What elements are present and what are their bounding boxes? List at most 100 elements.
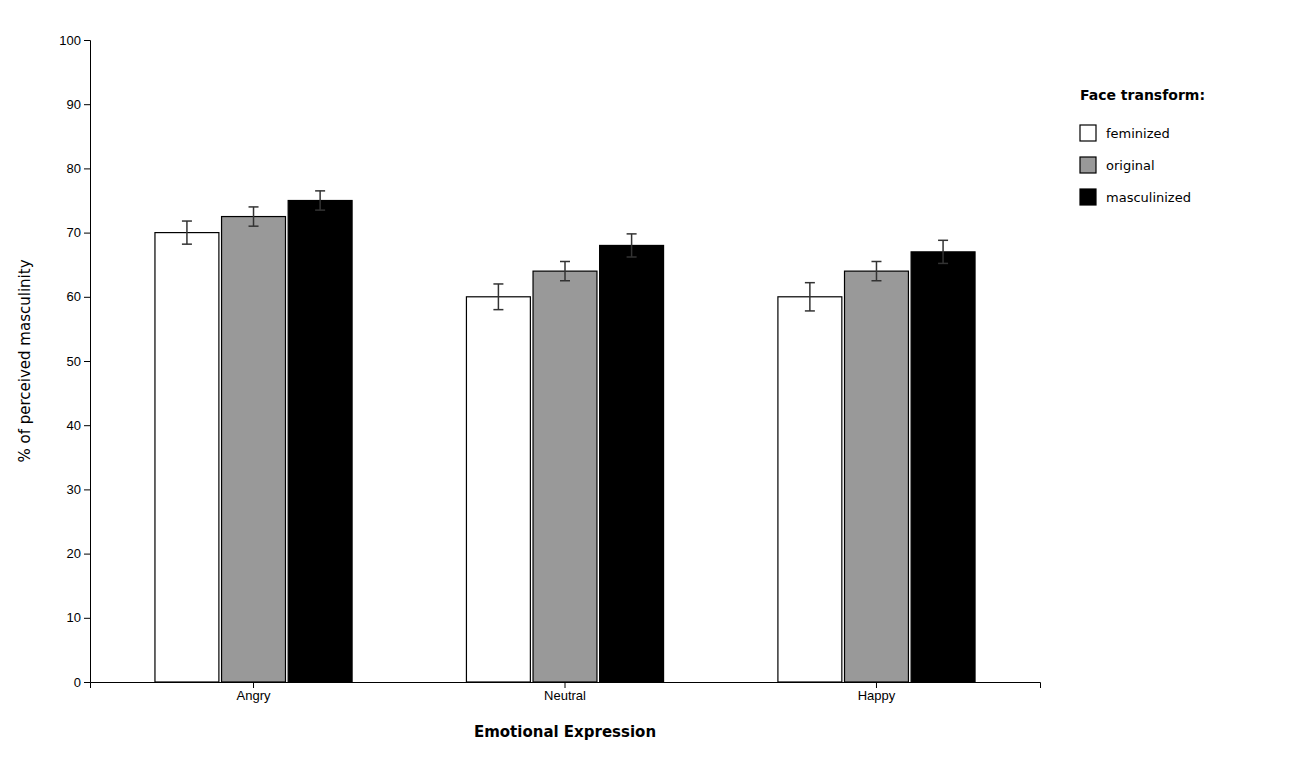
bar	[778, 297, 842, 682]
bar	[911, 252, 975, 682]
error-bar	[182, 221, 192, 244]
y-tick: 50	[67, 354, 90, 369]
error-bar	[249, 207, 259, 226]
error-cap	[493, 283, 503, 285]
x-tick: Angry	[237, 682, 271, 703]
error-cap	[805, 310, 815, 312]
error-cap	[560, 261, 570, 263]
bar	[533, 271, 597, 682]
legend-swatch	[1080, 189, 1096, 205]
y-tick-label: 20	[67, 546, 81, 561]
error-cap	[560, 280, 570, 282]
error-cap	[315, 209, 325, 211]
bar	[155, 233, 219, 682]
x-tick-mark	[876, 682, 877, 688]
error-cap	[493, 309, 503, 311]
legend-swatch	[1080, 157, 1096, 173]
axis-domain	[84, 41, 91, 683]
y-tick-label: 40	[67, 418, 81, 433]
error-bar	[627, 234, 637, 257]
bar	[600, 245, 664, 682]
error-cap	[182, 243, 192, 245]
error-bar	[805, 283, 815, 311]
y-tick-mark	[84, 489, 90, 490]
y-tick: 70	[67, 225, 90, 240]
y-axis: 0 10 20 30 40 50 60 70 80 90 100	[59, 33, 90, 690]
x-tick: Happy	[858, 682, 896, 703]
error-cap	[627, 233, 637, 235]
y-tick-mark	[84, 233, 90, 234]
y-tick-label: 70	[67, 225, 81, 240]
y-tick: 10	[67, 610, 90, 625]
x-tick-mark	[565, 682, 566, 688]
bar	[845, 271, 909, 682]
bar	[222, 217, 286, 682]
y-tick: 40	[67, 418, 90, 433]
y-tick-mark	[84, 361, 90, 362]
x-axis: Angry Neutral Happy	[91, 682, 1041, 703]
y-tick-mark	[84, 168, 90, 169]
error-line	[498, 284, 500, 310]
legend-label: feminized	[1106, 126, 1170, 141]
error-bar	[938, 240, 948, 263]
error-line	[876, 261, 878, 280]
y-tick-mark	[84, 297, 90, 298]
legend-label: masculinized	[1106, 190, 1191, 205]
x-tick-label: Neutral	[544, 688, 586, 703]
y-tick: 100	[59, 33, 90, 48]
y-tick-mark	[84, 682, 90, 683]
error-line	[253, 207, 255, 226]
error-cap	[249, 206, 259, 208]
error-line	[942, 240, 944, 263]
y-tick: 0	[74, 675, 90, 690]
y-tick: 90	[67, 97, 90, 112]
y-tick-mark	[84, 104, 90, 105]
y-tick-mark	[84, 554, 90, 555]
y-tick-label: 90	[67, 97, 81, 112]
error-cap	[871, 261, 881, 263]
y-tick-label: 80	[67, 161, 81, 176]
legend-title: Face transform:	[1080, 87, 1205, 103]
y-tick-label: 50	[67, 354, 81, 369]
x-tick-mark	[253, 682, 254, 688]
legend: Face transform: feminized original masculin…	[1080, 87, 1205, 205]
error-cap	[627, 256, 637, 258]
y-tick-label: 10	[67, 610, 81, 625]
y-tick: 20	[67, 546, 90, 561]
error-bar	[315, 191, 325, 210]
error-line	[564, 261, 566, 280]
y-tick: 60	[67, 289, 90, 304]
error-bar	[871, 261, 881, 280]
error-line	[809, 283, 811, 311]
axis-domain	[91, 683, 1041, 689]
error-bar	[493, 284, 503, 310]
legend-swatch	[1080, 125, 1096, 141]
error-cap	[871, 280, 881, 282]
marks	[155, 191, 975, 682]
error-line	[631, 234, 633, 257]
error-bar	[560, 261, 570, 280]
y-tick-mark	[84, 425, 90, 426]
x-axis-title: Emotional Expression	[474, 723, 656, 741]
y-tick-mark	[84, 40, 90, 41]
x-tick: Neutral	[544, 682, 586, 703]
y-tick-label: 0	[74, 675, 81, 690]
error-cap	[938, 240, 948, 242]
y-axis-title: % of perceived masculinity	[16, 259, 34, 462]
error-cap	[249, 225, 259, 227]
y-tick-label: 100	[59, 33, 81, 48]
plot: 0 10 20 30 40 50 60 70 80 90 100 Angry Neutral Happy	[59, 33, 1040, 704]
y-tick-label: 30	[67, 482, 81, 497]
x-tick-label: Happy	[858, 688, 896, 703]
chart: 0 10 20 30 40 50 60 70 80 90 100 Angry Neutral Happy E…	[0, 0, 1300, 762]
error-cap	[315, 190, 325, 192]
error-cap	[805, 282, 815, 284]
y-tick: 80	[67, 161, 90, 176]
error-cap	[938, 263, 948, 265]
error-cap	[182, 220, 192, 222]
x-tick-label: Angry	[237, 688, 271, 703]
legend-label: original	[1106, 158, 1155, 173]
error-line	[186, 221, 188, 244]
bar	[288, 201, 352, 683]
bar	[466, 297, 530, 682]
